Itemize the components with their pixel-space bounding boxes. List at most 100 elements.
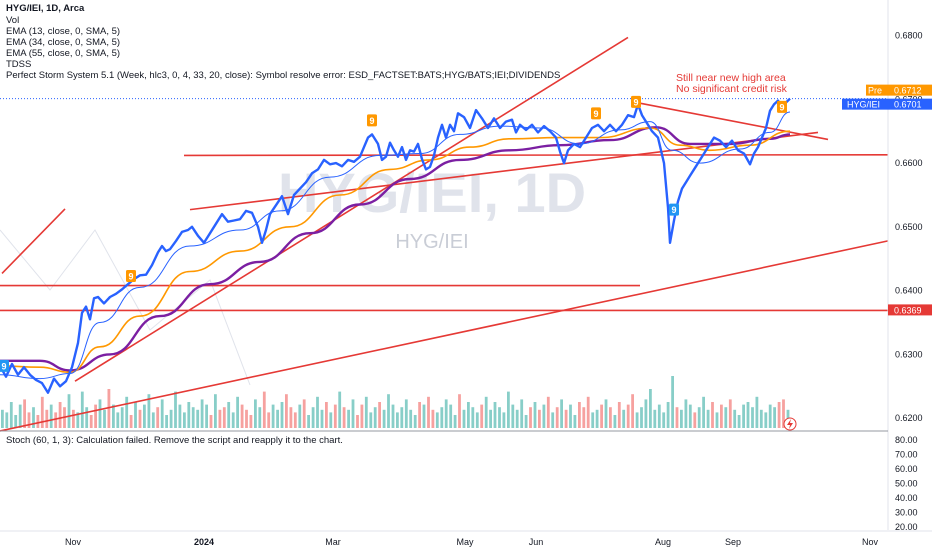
- volume-bar: [382, 409, 386, 428]
- y-tick-label: 0.6400: [895, 286, 923, 296]
- x-tick-may: May: [456, 537, 474, 547]
- td-marker-label: 9: [128, 271, 133, 281]
- volume-bar: [742, 404, 745, 428]
- td-marker-label: 9: [369, 116, 374, 126]
- legend-ema55[interactable]: EMA (55, close, 0, SMA, 5): [6, 48, 120, 59]
- volume-bar: [666, 402, 670, 428]
- volume-bar: [378, 402, 381, 428]
- y-tick-label: 0.6800: [895, 31, 923, 41]
- volume-bar: [715, 412, 719, 428]
- volume-bar: [733, 409, 737, 428]
- td-marker-label: 9: [633, 97, 638, 107]
- volume-bar: [125, 396, 129, 428]
- volume-bar: [364, 396, 368, 428]
- td-marker: [631, 95, 641, 108]
- stoch-tick-label: 50.00: [895, 479, 918, 489]
- volume-bar: [697, 407, 701, 428]
- volume-bar: [453, 415, 457, 428]
- volume-bar: [711, 402, 714, 428]
- td-marker-label: 9: [671, 205, 676, 215]
- volume-bar: [23, 399, 26, 428]
- stoch-label[interactable]: Stoch (60, 1, 3): Calculation failed. Re…: [6, 435, 343, 446]
- volume-bar: [280, 402, 284, 428]
- volume-bar: [653, 409, 657, 428]
- legend-ema34[interactable]: EMA (34, close, 0, SMA, 5): [6, 37, 120, 48]
- time-axis[interactable]: Nov 2024 Mar May Jun Aug Sep Nov: [65, 537, 879, 547]
- stoch-tick-label: 30.00: [895, 508, 918, 518]
- volume-bar: [36, 415, 40, 428]
- legend-tdss[interactable]: TDSS: [6, 59, 31, 70]
- volume-bar: [103, 409, 106, 428]
- volume-bar: [178, 404, 182, 428]
- volume-bar: [373, 407, 377, 428]
- volume-bar: [129, 415, 133, 428]
- volume-bar: [245, 409, 248, 428]
- volume-bar: [578, 402, 581, 428]
- volume-bar: [662, 412, 666, 428]
- volume-bar: [586, 396, 590, 428]
- volume-bar: [591, 412, 595, 428]
- volume-bar: [325, 402, 328, 428]
- volume-bar: [307, 415, 310, 428]
- volume-bar: [356, 415, 359, 428]
- x-tick-nov: Nov: [65, 537, 82, 547]
- td-marker: [126, 269, 136, 282]
- volume-bar: [427, 396, 430, 428]
- support-value: 0.6369: [894, 305, 922, 315]
- legend-perfect-storm[interactable]: Perfect Storm System 5.1 (Week, hlc3, 0,…: [6, 70, 560, 81]
- volume-bar: [435, 412, 439, 428]
- trendline: [74, 36, 629, 382]
- volume-bar: [582, 407, 586, 428]
- volume-bar: [369, 412, 373, 428]
- volume-bar: [156, 407, 160, 428]
- background-zigzag: [0, 229, 251, 386]
- volume-bar: [759, 409, 763, 428]
- pre-label: Pre 0.6712: [866, 84, 932, 96]
- volume-bar: [1, 409, 4, 428]
- volume-bar: [604, 399, 608, 428]
- volume-bar: [511, 404, 515, 428]
- volume-bar: [258, 407, 262, 428]
- volume-bar: [151, 412, 155, 428]
- volume-bar: [107, 389, 111, 428]
- volume-bar: [112, 404, 115, 428]
- td-marker: [777, 100, 787, 113]
- td-marker: [367, 114, 377, 127]
- trendlines: [0, 36, 889, 432]
- support-price-label: 0.6369: [888, 304, 932, 316]
- volume-bar: [205, 404, 208, 428]
- volume-bar: [396, 412, 399, 428]
- volume-bar: [595, 409, 599, 428]
- volume-bar: [276, 409, 279, 428]
- flash-icon[interactable]: [783, 417, 797, 431]
- volume-bar: [231, 412, 235, 428]
- volume-bar: [560, 399, 563, 428]
- volume-bar: [218, 409, 222, 428]
- volume-bar: [573, 415, 577, 428]
- volume-bar: [444, 399, 448, 428]
- legend-ema13[interactable]: EMA (13, close, 0, SMA, 5): [6, 26, 120, 37]
- volume-bar: [347, 409, 350, 428]
- volume-bar: [533, 402, 537, 428]
- volume-bar: [85, 407, 89, 428]
- stoch-axis: 80.00 70.00 60.00 50.00 40.00 30.00 20.00: [895, 435, 918, 532]
- volume-bar: [191, 407, 195, 428]
- volume-bar: [720, 404, 723, 428]
- price-line[interactable]: [0, 97, 791, 394]
- volume-bar: [143, 404, 146, 428]
- volume-bar: [240, 404, 244, 428]
- volume-bar: [431, 409, 435, 428]
- volume-bar: [524, 415, 528, 428]
- stoch-tick-label: 40.00: [895, 493, 918, 503]
- volume-bar: [546, 396, 550, 428]
- volume-bar: [688, 404, 692, 428]
- y-tick-label: 0.6300: [895, 349, 923, 359]
- volume-bar: [302, 399, 306, 428]
- volume-bar: [80, 391, 84, 428]
- y-tick-label: 0.6500: [895, 222, 923, 232]
- volume-bar: [728, 399, 732, 428]
- symbol-title[interactable]: HYG/IEI, 1D, Arca: [6, 3, 85, 14]
- legend-vol[interactable]: Vol: [6, 15, 19, 26]
